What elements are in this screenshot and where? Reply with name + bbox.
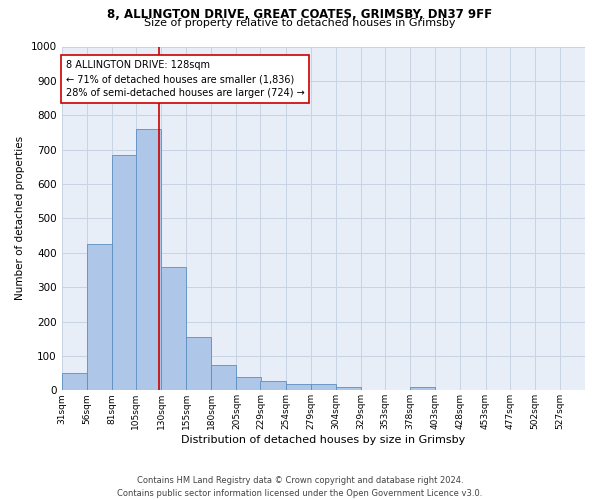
X-axis label: Distribution of detached houses by size in Grimsby: Distribution of detached houses by size … — [181, 435, 466, 445]
Bar — [62, 373, 86, 390]
Bar — [112, 155, 137, 390]
Bar — [286, 384, 311, 390]
Bar — [161, 266, 186, 390]
Bar — [211, 364, 236, 390]
Bar — [86, 244, 112, 390]
Text: 8, ALLINGTON DRIVE, GREAT COATES, GRIMSBY, DN37 9FF: 8, ALLINGTON DRIVE, GREAT COATES, GRIMSB… — [107, 8, 493, 20]
Text: Size of property relative to detached houses in Grimsby: Size of property relative to detached ho… — [144, 18, 456, 28]
Text: 8 ALLINGTON DRIVE: 128sqm
← 71% of detached houses are smaller (1,836)
28% of se: 8 ALLINGTON DRIVE: 128sqm ← 71% of detac… — [65, 60, 304, 98]
Bar — [260, 381, 286, 390]
Bar — [136, 129, 161, 390]
Bar — [336, 387, 361, 390]
Bar — [410, 387, 435, 390]
Bar — [311, 384, 336, 390]
Bar — [186, 337, 211, 390]
Y-axis label: Number of detached properties: Number of detached properties — [15, 136, 25, 300]
Text: Contains HM Land Registry data © Crown copyright and database right 2024.
Contai: Contains HM Land Registry data © Crown c… — [118, 476, 482, 498]
Bar — [236, 376, 262, 390]
